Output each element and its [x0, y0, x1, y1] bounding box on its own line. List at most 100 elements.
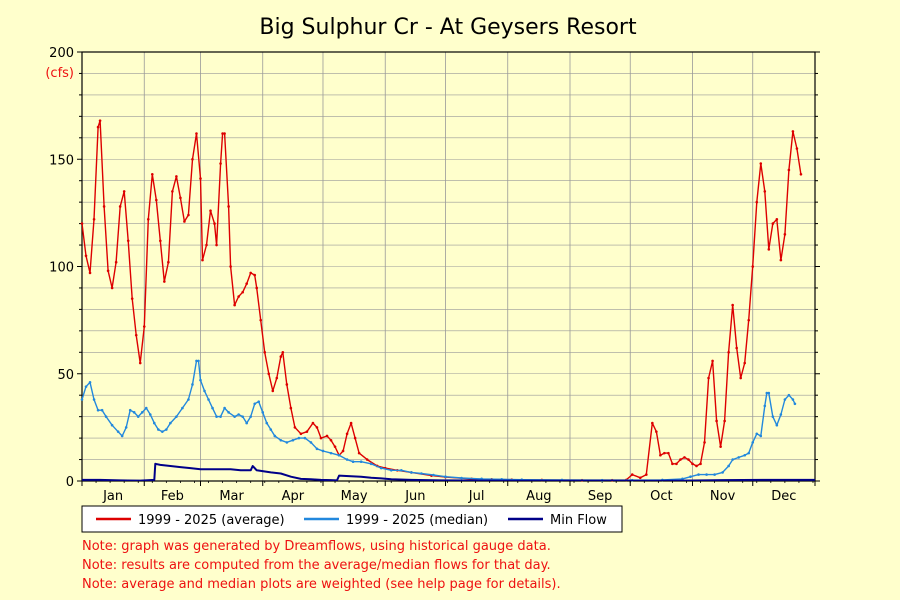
- series-point: [261, 411, 265, 414]
- series-point: [329, 451, 333, 455]
- series-point: [132, 411, 136, 414]
- series-point: [201, 258, 204, 262]
- series-point: [743, 453, 747, 457]
- series-point: [357, 451, 361, 455]
- note-line: Note: average and median plots are weigh…: [82, 577, 561, 592]
- series-point: [215, 415, 218, 418]
- legend-label: 1999 - 2025 (median): [346, 513, 488, 528]
- series-point: [791, 398, 795, 401]
- series-point: [197, 359, 200, 363]
- series-point: [671, 462, 674, 466]
- series-point: [663, 451, 666, 455]
- series-point: [689, 475, 692, 479]
- series-point: [337, 453, 341, 457]
- series-point: [735, 346, 738, 350]
- series-point: [795, 147, 799, 150]
- series-point: [345, 432, 349, 436]
- series-point: [681, 477, 684, 481]
- series-point: [191, 157, 194, 161]
- series-point: [179, 196, 182, 200]
- series-point: [783, 233, 787, 236]
- series-point: [791, 130, 795, 133]
- series-point: [787, 393, 791, 397]
- series-point: [315, 447, 319, 451]
- series-point: [365, 458, 369, 461]
- series-point: [315, 426, 319, 429]
- series-point: [245, 282, 248, 285]
- series-point: [92, 218, 96, 221]
- x-tick-label: Jan: [102, 489, 123, 504]
- series-point: [727, 464, 730, 468]
- series-point: [187, 398, 190, 401]
- series-point: [293, 426, 297, 429]
- series-point: [213, 222, 216, 225]
- series-point: [727, 351, 730, 354]
- y-tick-label: 0: [66, 475, 74, 490]
- x-tick-label: Feb: [161, 489, 184, 504]
- series-point: [163, 280, 166, 283]
- series-line-3: [82, 462, 815, 481]
- series-lines: [80, 119, 815, 482]
- series-point: [138, 361, 142, 365]
- series-point: [265, 421, 269, 425]
- series-point: [203, 389, 206, 393]
- series-point: [267, 372, 271, 376]
- series-point: [723, 419, 726, 423]
- series-point: [148, 413, 152, 416]
- series-point: [713, 473, 716, 476]
- series-point: [175, 175, 178, 178]
- series-point: [259, 318, 263, 322]
- x-tick-label: Apr: [282, 489, 305, 504]
- series-point: [175, 415, 178, 418]
- series-point: [136, 415, 140, 418]
- series-point: [645, 473, 648, 476]
- series-point: [703, 441, 706, 444]
- series-point: [775, 423, 779, 427]
- series-point: [299, 432, 303, 436]
- series-point: [771, 222, 775, 225]
- series-point: [767, 248, 771, 251]
- series-point: [84, 254, 88, 258]
- series-point: [209, 209, 212, 213]
- series-point: [311, 421, 315, 425]
- series-point: [165, 428, 168, 431]
- series-point: [241, 415, 244, 418]
- y-tick-label: 150: [49, 153, 74, 168]
- series-point: [460, 476, 463, 480]
- series-point: [309, 441, 313, 444]
- series-point: [122, 190, 126, 193]
- x-tick-label: Mar: [219, 489, 244, 504]
- series-point: [691, 462, 694, 466]
- series-point: [229, 265, 232, 268]
- series-point: [715, 419, 718, 423]
- series-point: [793, 402, 797, 406]
- series-point: [130, 297, 134, 300]
- legend-label: 1999 - 2025 (average): [138, 513, 285, 528]
- series-point: [241, 290, 244, 294]
- series-point: [675, 462, 678, 466]
- series-point: [169, 421, 172, 425]
- series-point: [257, 400, 261, 403]
- series-point: [379, 466, 383, 470]
- series-line-2: [82, 360, 796, 481]
- series-point: [751, 265, 755, 268]
- series-point: [655, 430, 658, 433]
- series-point: [279, 355, 283, 358]
- series-point: [110, 423, 114, 427]
- series-point: [80, 222, 84, 225]
- series-point: [102, 205, 106, 208]
- series-point: [755, 432, 759, 436]
- series-point: [359, 460, 363, 463]
- series-point: [787, 168, 791, 172]
- series-point: [697, 473, 700, 476]
- series-point: [695, 464, 698, 468]
- series-point: [96, 125, 100, 129]
- legend-label: Min Flow: [550, 513, 607, 528]
- series-point: [211, 406, 214, 410]
- series-point: [155, 198, 158, 202]
- series-point: [237, 413, 240, 416]
- series-point: [410, 471, 413, 474]
- series-point: [432, 473, 435, 477]
- series-point: [759, 434, 763, 438]
- series-point: [223, 406, 226, 410]
